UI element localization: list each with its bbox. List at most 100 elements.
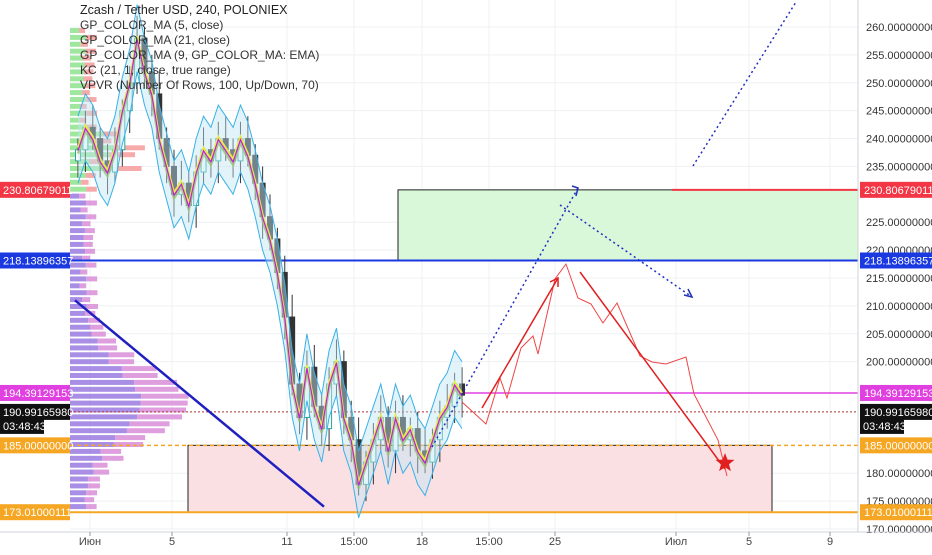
volume-bar <box>70 207 81 213</box>
volume-bar <box>98 345 118 351</box>
volume-bar <box>70 193 80 199</box>
volume-bar <box>70 283 80 289</box>
volume-bar <box>86 490 98 496</box>
volume-bar <box>70 186 87 192</box>
y-tick-label: 180.00000000 <box>866 468 932 480</box>
volume-bar <box>91 331 106 337</box>
volume-bar <box>70 62 85 68</box>
keltner-upper <box>77 4 463 452</box>
volume-bar <box>70 304 87 309</box>
volume-bar <box>70 179 82 185</box>
volume-bar <box>70 310 86 316</box>
x-tick-label: Июл <box>665 536 687 548</box>
y-tick-label: 205.00000000 <box>866 329 932 341</box>
volume-bar <box>85 214 97 220</box>
volume-bar <box>102 455 124 461</box>
volume-bar <box>70 97 86 102</box>
volume-bar <box>84 69 94 75</box>
legend-item[interactable]: GP_COLOR_MA (5, close) <box>80 18 224 32</box>
volume-bar <box>85 83 96 89</box>
volume-bar <box>70 235 84 240</box>
volume-bar <box>70 421 130 427</box>
price-label-bg <box>0 504 70 521</box>
volume-bar <box>84 497 95 503</box>
volume-bar <box>70 152 110 158</box>
x-tick-label: 15:00 <box>475 536 503 548</box>
y-tick-label: 215.00000000 <box>866 273 932 285</box>
volume-bar <box>122 373 158 378</box>
volume-bar <box>134 379 177 385</box>
volume-bar <box>89 159 103 165</box>
volume-bar <box>70 55 83 61</box>
volume-bar <box>86 34 97 40</box>
volume-bar <box>70 76 84 82</box>
price-label: 218.13896357 <box>864 255 932 267</box>
volume-bar <box>70 255 83 261</box>
volume-bar <box>70 442 114 447</box>
volume-bar <box>70 400 141 406</box>
volume-bar <box>85 97 97 102</box>
price-label-bg <box>860 504 932 521</box>
legend-item[interactable]: VPVR (Number Of Rows, 100, Up/Down, 70) <box>80 78 319 92</box>
volume-profile <box>70 28 189 510</box>
volume-bar <box>70 448 101 454</box>
volume-bar <box>86 290 98 296</box>
moving-average-9 <box>77 35 463 483</box>
price-label: 190.99165980 <box>864 407 932 419</box>
x-tick-label: 18 <box>416 536 428 548</box>
candles <box>75 4 465 518</box>
volume-bar <box>70 69 85 75</box>
moving-average-21 <box>76 41 464 489</box>
legend-item[interactable]: GP_COLOR_MA (21, close) <box>80 33 231 47</box>
price-label-bg <box>0 384 70 401</box>
projection-arrow <box>559 204 693 298</box>
y-tick-label: 255.00000000 <box>866 50 932 62</box>
price-label: 173.01000111 <box>3 507 72 519</box>
volume-bar <box>70 83 86 89</box>
volume-bar <box>70 414 138 420</box>
price-label-bg <box>860 403 932 420</box>
volume-bar <box>81 90 90 96</box>
volume-bar <box>70 110 87 116</box>
volume-bar <box>87 483 100 489</box>
volume-bar <box>82 297 91 303</box>
volume-bar <box>79 283 87 289</box>
volume-bar <box>70 338 98 344</box>
x-tick-label: 5 <box>169 536 175 548</box>
x-tick-label: 9 <box>827 536 833 548</box>
volume-bar <box>70 28 79 33</box>
volume-bar <box>97 338 116 344</box>
arrow-head <box>683 288 694 299</box>
legend-item[interactable]: KC (21, 1, close, true range) <box>80 63 231 77</box>
volume-bar <box>70 200 87 206</box>
volume-bar <box>70 228 85 234</box>
volume-bar <box>83 241 93 247</box>
y-tick-label: 250.00000000 <box>866 78 932 90</box>
volume-bar <box>70 124 86 130</box>
volume-bar <box>141 393 189 399</box>
volume-bar <box>103 131 126 137</box>
moving-average-5 <box>77 39 463 486</box>
volume-bar <box>108 359 135 365</box>
price-label: 185.00000000 <box>3 440 73 452</box>
volume-bar <box>70 48 86 54</box>
keltner-channel <box>78 4 462 518</box>
volume-bar <box>113 442 144 447</box>
volume-bar <box>70 476 88 482</box>
volume-bar <box>88 317 101 323</box>
y-tick-label: 245.00000000 <box>866 106 932 118</box>
legend-item[interactable]: GP_COLOR_MA (9, GP_COLOR_MA: EMA) <box>80 48 320 62</box>
volume-bar <box>85 248 96 254</box>
arrow-head <box>571 185 579 197</box>
forecast-arrow <box>579 271 726 470</box>
keltner-lower <box>77 71 463 518</box>
price-label: 173.01000111 <box>864 507 932 519</box>
volume-bar <box>137 414 183 420</box>
legend: Zcash / Tether USD, 240, POLONIEX GP_COL… <box>80 3 319 93</box>
price-labels: 230.80679011 230.80679011 218.13896357 218.… <box>0 181 932 521</box>
volume-bar <box>70 379 135 385</box>
price-label-bg <box>860 437 932 454</box>
volume-bar <box>82 55 91 61</box>
